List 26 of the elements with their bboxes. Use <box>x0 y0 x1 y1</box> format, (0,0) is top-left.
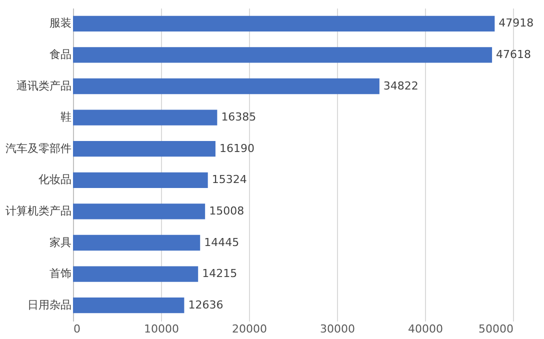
data-label: 16385 <box>221 110 256 124</box>
x-tick-label: 30000 <box>320 322 355 336</box>
y-tick-label: 日用杂品 <box>28 298 72 312</box>
data-label: 14215 <box>202 267 238 280</box>
y-tick-label: 通讯类产品 <box>16 79 72 92</box>
y-tick-label: 鞋 <box>60 110 72 124</box>
data-label: 16190 <box>219 142 254 155</box>
x-tick-label: 20000 <box>232 322 267 336</box>
data-label: 12636 <box>188 298 224 312</box>
data-label: 47918 <box>498 16 534 30</box>
data-label: 15008 <box>209 204 244 218</box>
data-label: 15324 <box>212 173 247 186</box>
y-tick-label: 计算机类产品 <box>6 204 72 218</box>
data-label: 34822 <box>383 79 418 92</box>
x-tick-label: 50000 <box>478 322 514 336</box>
x-tick-label: 10000 <box>144 322 179 336</box>
y-tick-label: 化妆品 <box>38 173 72 186</box>
data-label: 14445 <box>204 236 240 249</box>
x-tick-label: 40000 <box>408 322 443 336</box>
y-tick-label: 首饰 <box>50 267 72 280</box>
y-tick-label: 食品 <box>50 48 72 61</box>
y-tick-label: 汽车及零部件 <box>6 142 72 155</box>
y-tick-label: 服装 <box>50 16 72 30</box>
y-tick-label: 家具 <box>50 236 72 249</box>
x-tick-label: 0 <box>74 322 80 336</box>
data-label: 47618 <box>496 48 532 61</box>
